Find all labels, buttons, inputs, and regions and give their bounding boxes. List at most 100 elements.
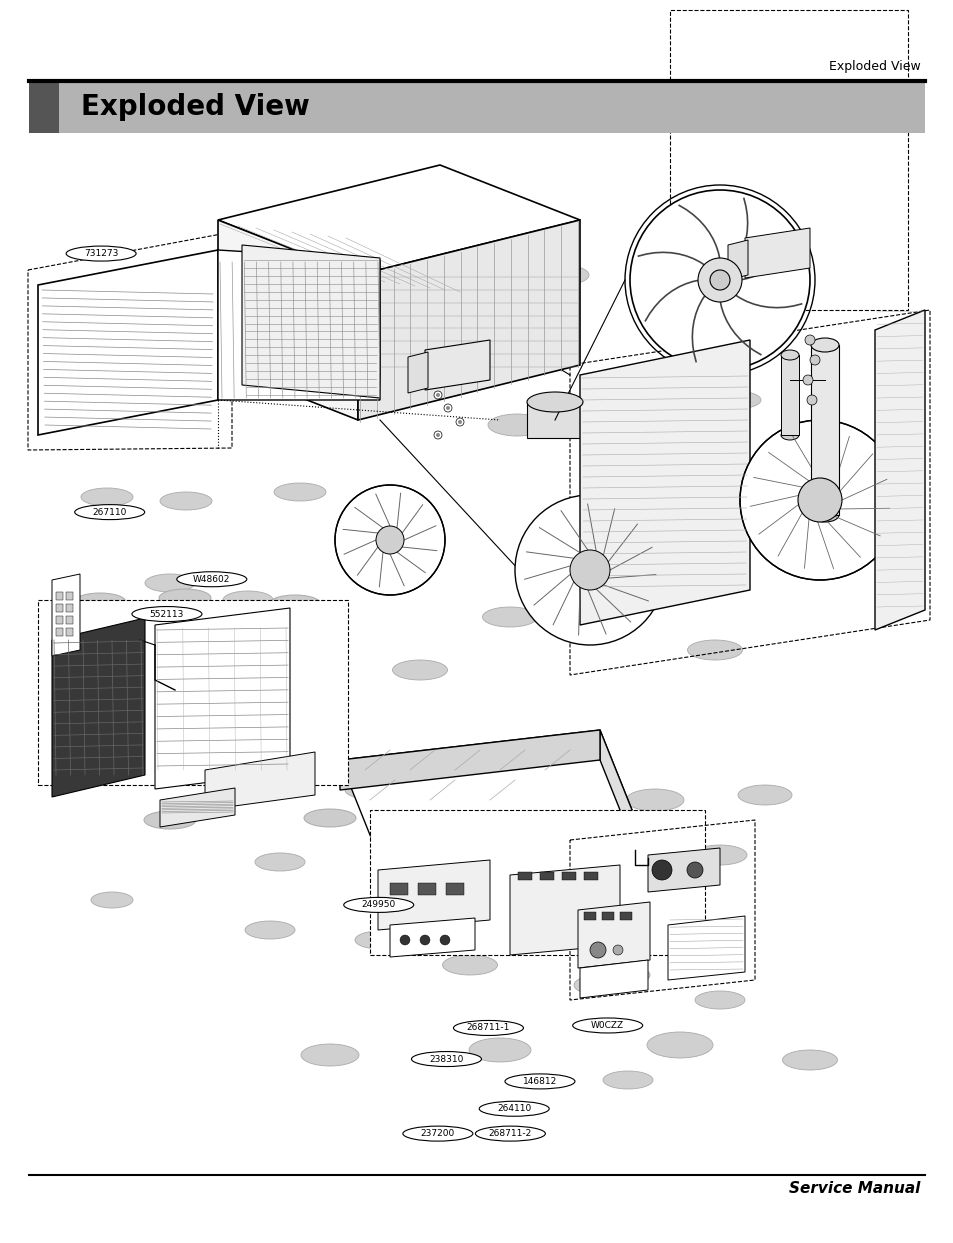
Bar bbox=[56, 617, 63, 624]
Polygon shape bbox=[52, 574, 80, 656]
Circle shape bbox=[446, 406, 450, 410]
Text: W0CZZ: W0CZZ bbox=[591, 1021, 623, 1030]
Ellipse shape bbox=[131, 622, 185, 641]
Ellipse shape bbox=[730, 290, 782, 307]
Bar bbox=[810, 346, 838, 515]
Text: 267110: 267110 bbox=[92, 507, 127, 517]
Circle shape bbox=[457, 420, 461, 424]
Polygon shape bbox=[424, 341, 490, 390]
Ellipse shape bbox=[74, 505, 145, 520]
Circle shape bbox=[806, 395, 816, 405]
Circle shape bbox=[436, 393, 439, 397]
Ellipse shape bbox=[563, 850, 616, 870]
Ellipse shape bbox=[392, 660, 447, 680]
Ellipse shape bbox=[810, 338, 838, 352]
Polygon shape bbox=[339, 730, 639, 860]
Ellipse shape bbox=[355, 931, 405, 948]
Ellipse shape bbox=[74, 593, 126, 612]
Ellipse shape bbox=[159, 589, 211, 607]
Ellipse shape bbox=[781, 430, 799, 440]
Polygon shape bbox=[160, 788, 234, 827]
Circle shape bbox=[809, 355, 820, 365]
Bar bbox=[66, 592, 73, 600]
Circle shape bbox=[434, 431, 441, 439]
Bar bbox=[66, 628, 73, 636]
Polygon shape bbox=[339, 730, 599, 791]
Text: W48602: W48602 bbox=[193, 574, 231, 584]
Polygon shape bbox=[390, 919, 475, 957]
Polygon shape bbox=[242, 245, 379, 398]
Text: 268711-1: 268711-1 bbox=[466, 1023, 510, 1033]
Ellipse shape bbox=[687, 640, 741, 660]
Ellipse shape bbox=[530, 815, 579, 834]
Polygon shape bbox=[578, 902, 649, 968]
Polygon shape bbox=[357, 220, 579, 420]
Ellipse shape bbox=[453, 1021, 523, 1035]
Ellipse shape bbox=[66, 246, 136, 261]
Ellipse shape bbox=[269, 595, 320, 613]
Ellipse shape bbox=[810, 508, 838, 522]
Ellipse shape bbox=[504, 1074, 575, 1089]
Ellipse shape bbox=[478, 1101, 549, 1116]
Ellipse shape bbox=[345, 781, 395, 799]
Ellipse shape bbox=[469, 1038, 531, 1062]
Circle shape bbox=[436, 433, 439, 438]
Circle shape bbox=[613, 945, 622, 955]
Ellipse shape bbox=[572, 1018, 642, 1033]
Ellipse shape bbox=[251, 759, 309, 781]
Bar bbox=[601, 912, 614, 920]
Circle shape bbox=[399, 935, 410, 945]
Ellipse shape bbox=[160, 492, 212, 510]
Polygon shape bbox=[744, 227, 809, 278]
Circle shape bbox=[569, 549, 609, 590]
Ellipse shape bbox=[245, 921, 294, 938]
Circle shape bbox=[804, 336, 814, 346]
Bar bbox=[56, 628, 63, 636]
Ellipse shape bbox=[302, 275, 352, 293]
Ellipse shape bbox=[274, 484, 326, 501]
Ellipse shape bbox=[535, 265, 588, 285]
Circle shape bbox=[419, 935, 430, 945]
Ellipse shape bbox=[695, 991, 744, 1009]
Text: 552113: 552113 bbox=[150, 609, 184, 619]
Circle shape bbox=[456, 418, 463, 426]
Ellipse shape bbox=[144, 810, 195, 829]
Polygon shape bbox=[667, 916, 744, 979]
Text: 238310: 238310 bbox=[429, 1054, 463, 1064]
Ellipse shape bbox=[176, 572, 247, 587]
Ellipse shape bbox=[738, 786, 791, 805]
Polygon shape bbox=[218, 250, 379, 400]
Bar bbox=[417, 883, 436, 895]
Bar bbox=[38, 600, 348, 786]
Text: 237200: 237200 bbox=[420, 1129, 455, 1139]
Circle shape bbox=[709, 270, 729, 290]
Ellipse shape bbox=[91, 892, 132, 907]
Bar bbox=[517, 873, 532, 880]
Circle shape bbox=[629, 190, 809, 370]
Polygon shape bbox=[218, 220, 357, 420]
Ellipse shape bbox=[411, 1052, 481, 1066]
Circle shape bbox=[686, 861, 702, 878]
Circle shape bbox=[740, 420, 899, 580]
Ellipse shape bbox=[265, 626, 314, 644]
Ellipse shape bbox=[254, 853, 305, 871]
Text: 268711-2: 268711-2 bbox=[488, 1129, 532, 1139]
Text: Exploded View: Exploded View bbox=[828, 60, 920, 73]
Bar bbox=[561, 873, 576, 880]
Circle shape bbox=[515, 495, 664, 645]
Bar bbox=[619, 912, 631, 920]
Circle shape bbox=[434, 392, 441, 399]
Circle shape bbox=[797, 479, 841, 522]
Ellipse shape bbox=[781, 1050, 837, 1070]
Polygon shape bbox=[408, 352, 428, 393]
Ellipse shape bbox=[781, 351, 799, 360]
Ellipse shape bbox=[301, 1044, 358, 1066]
Bar bbox=[583, 912, 596, 920]
Text: 731273: 731273 bbox=[84, 249, 118, 259]
Text: Service Manual: Service Manual bbox=[788, 1181, 920, 1196]
Text: Exploded View: Exploded View bbox=[81, 93, 310, 121]
Bar bbox=[390, 883, 408, 895]
Polygon shape bbox=[38, 250, 218, 435]
Ellipse shape bbox=[526, 392, 582, 411]
Circle shape bbox=[439, 935, 450, 945]
